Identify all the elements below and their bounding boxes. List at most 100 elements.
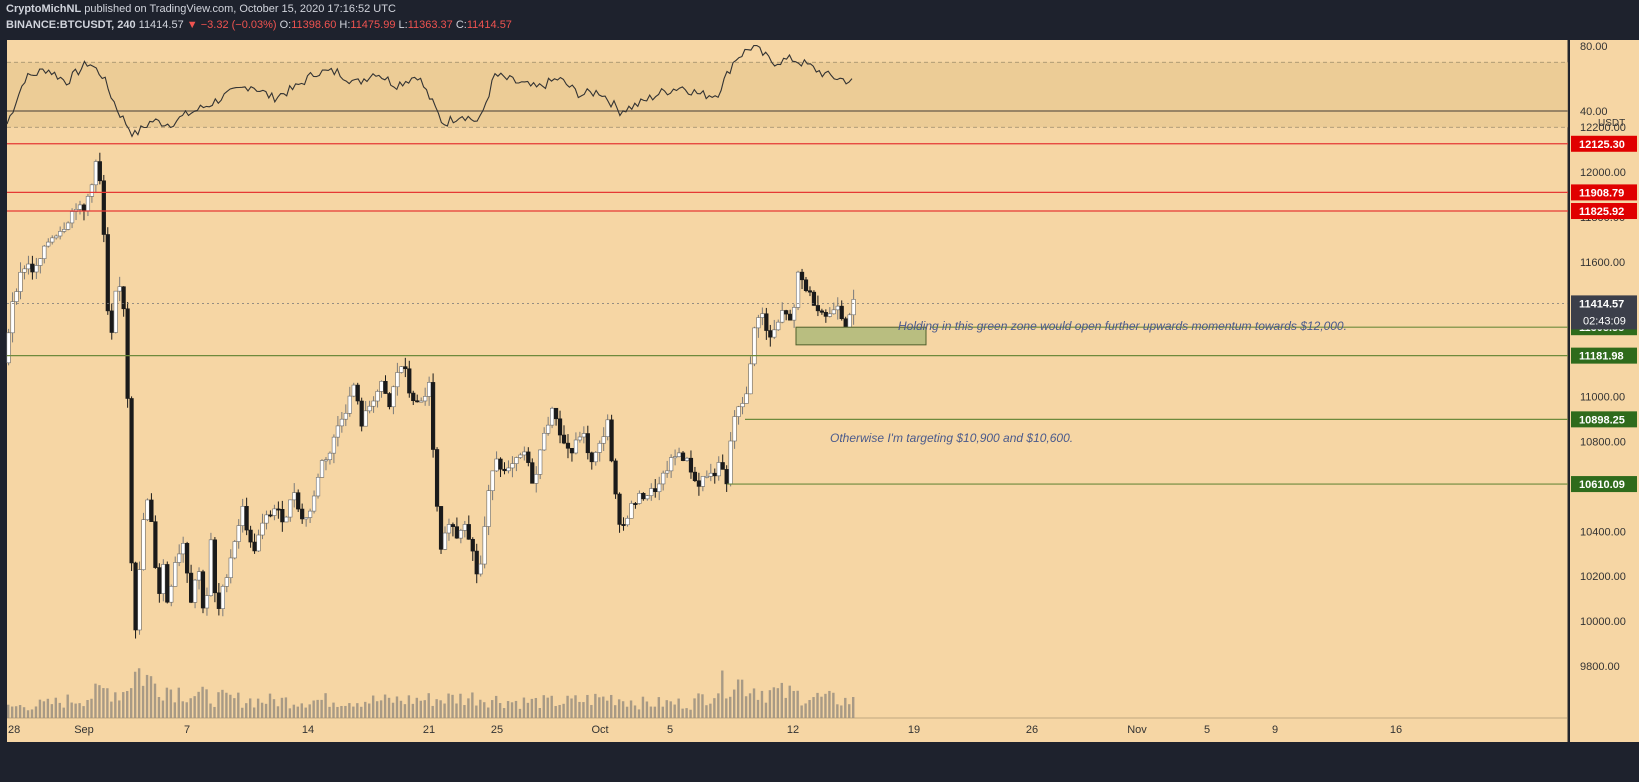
volume-bar [114,692,117,718]
volume-bar [391,702,395,718]
price-tick-label: 9800.00 [1580,661,1620,673]
volume-bar [66,694,69,718]
volume-bar [427,693,430,718]
candle-up [371,400,376,407]
candle-up [351,384,356,397]
candle-up [89,184,95,197]
candle-up [629,503,634,519]
volume-bar [217,692,220,718]
price-tick-label: 11600.00 [1580,257,1625,269]
volume-bar [149,676,153,718]
candle-up [367,405,372,412]
volume-bar [792,690,795,718]
candle-down [383,381,388,394]
candle-up [776,321,781,331]
volume-bar [665,700,668,718]
candle-down [430,382,436,450]
candle-up [14,291,19,302]
volume-bar [816,692,819,718]
candle-down [244,506,249,531]
candle-down [530,462,535,484]
volume-bar [221,689,224,718]
candle-up [684,457,690,461]
author-name[interactable]: CryptoMichNL [6,3,82,15]
price-tick-label: 11000.00 [1580,392,1625,404]
candle-down [621,524,626,526]
volume-bar [629,700,633,718]
candle-down [268,514,273,517]
volume-bar [245,703,248,718]
price-tick-label: 12000.00 [1580,167,1626,179]
candle-up [192,579,198,603]
candle-up [343,412,348,420]
volume-bar [725,698,728,718]
volume-bar [748,693,752,718]
volume-bar [439,700,442,718]
candle-up [196,571,202,581]
symbol-label[interactable]: BINANCE:BTCUSDT, 240 [6,19,136,31]
candle-up [827,313,832,317]
candle-down [561,434,567,444]
volume-bar [530,698,534,718]
volume-bar [518,708,522,718]
candle-down [724,469,729,485]
volume-bar [423,700,426,718]
candle-down [185,543,190,574]
candle-up [232,541,237,559]
volume-bar [645,701,649,718]
volume-bar [193,696,196,718]
candle-up [550,407,555,426]
candle-up [494,458,499,472]
candle-down [803,279,809,292]
volume-bar [705,705,708,718]
volume-bar [697,693,700,718]
volume-bar [733,689,736,718]
volume-bar [272,699,276,718]
candle-down [157,567,162,594]
candle-down [799,271,805,281]
time-tick-label: 28 [8,724,20,736]
candle-down [712,472,717,477]
candle-down [153,521,158,568]
low-value: 11363.37 [407,19,453,31]
candle-up [835,305,840,311]
volume-bar [304,707,307,718]
candle-down [403,366,408,370]
volume-bar [320,699,323,718]
candle-up [665,470,670,474]
candle-down [188,572,194,603]
candle-up [58,231,63,237]
candle-up [284,516,289,523]
candle-down [359,400,364,427]
candle-up [546,424,551,434]
volume-bar [18,705,22,718]
volume-bar [447,693,450,718]
candle-up [637,493,642,504]
current-price-box [1571,295,1637,330]
candle-up [625,517,630,526]
volume-bar [514,700,518,718]
candle-up [93,161,98,186]
green-zone[interactable] [795,326,927,346]
candle-up [462,524,467,531]
support-label-box [1571,347,1637,364]
candle-up [315,477,321,497]
volume-bar [435,699,438,718]
candle-up [169,586,174,603]
candle-up [304,517,309,520]
candle-up [728,440,733,485]
volume-bar [780,682,784,718]
time-tick-label: 25 [491,724,503,736]
candle-up [736,406,741,417]
time-tick-label: 12 [787,724,799,736]
volume-bar [848,704,851,718]
volume-bar [141,685,145,718]
volume-bar [467,698,470,718]
volume-bar [110,701,113,718]
volume-bar [729,696,732,718]
volume-bar [173,702,177,718]
candle-down [411,392,416,402]
volume-bar [824,693,827,718]
candle-up [760,313,765,318]
candle-up [446,524,452,534]
